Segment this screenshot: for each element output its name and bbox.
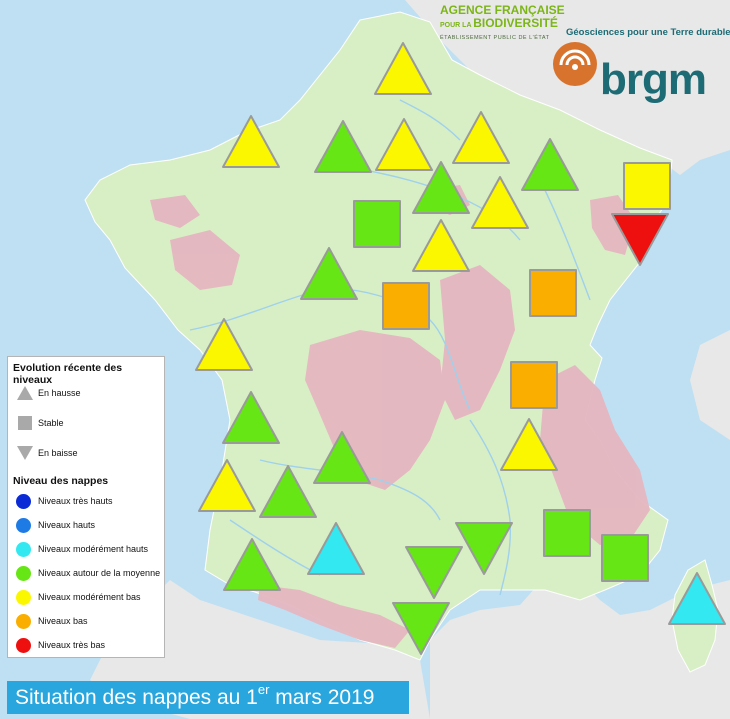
map-marker-up xyxy=(259,465,317,518)
map-marker-up xyxy=(452,111,510,164)
map-marker-down xyxy=(392,602,450,655)
legend: Evolution récente des niveaux En hausse … xyxy=(7,356,165,658)
afb-line1: AGENCE FRANÇAISE xyxy=(440,3,565,17)
legend-niveau-item: Niveaux très hauts xyxy=(16,493,113,509)
map-marker-up xyxy=(300,247,358,300)
map-marker-up xyxy=(668,572,726,625)
legend-niveau-label: Niveaux bas xyxy=(38,616,88,626)
map-marker-up xyxy=(313,431,371,484)
map-marker-up xyxy=(500,418,558,471)
map-marker-square xyxy=(529,269,577,317)
square-icon xyxy=(18,416,32,430)
triangle-up-icon xyxy=(17,386,33,400)
level-dot-icon xyxy=(16,493,31,509)
map-marker-square xyxy=(543,509,591,557)
map-marker-up xyxy=(412,161,470,214)
afb-line2-big: BIODIVERSITÉ xyxy=(473,16,558,30)
map-marker-square xyxy=(510,361,558,409)
map-marker-down xyxy=(405,546,463,599)
afb-line2: POUR LA BIODIVERSITÉ xyxy=(440,17,560,32)
legend-niveau-title: Niveau des nappes xyxy=(13,475,109,487)
page-title: Situation des nappes au 1er mars 2019 xyxy=(7,681,409,714)
afb-logo: AGENCE FRANÇAISE POUR LA BIODIVERSITÉ ÉT… xyxy=(440,3,565,42)
map-marker-up xyxy=(198,459,256,512)
map-marker-up xyxy=(471,176,529,229)
brgm-tagline: Géosciences pour une Terre durable xyxy=(566,27,730,38)
map-marker-up xyxy=(307,522,365,575)
legend-niveau-label: Niveaux modérément hauts xyxy=(38,544,149,554)
title-sup: er xyxy=(257,682,270,697)
map-marker-up xyxy=(375,118,433,171)
level-dot-icon xyxy=(16,517,31,533)
level-dot-icon xyxy=(16,565,31,581)
map-marker-square xyxy=(623,162,671,210)
legend-evolution-stable: Stable xyxy=(16,415,64,431)
legend-niveau-label: Niveaux modérément bas xyxy=(38,592,141,602)
legend-niveau-item: Niveaux bas xyxy=(16,613,88,629)
level-dot-icon xyxy=(16,589,31,605)
legend-niveau-label: Niveaux très hauts xyxy=(38,496,113,506)
legend-niveau-item: Niveaux modérément bas xyxy=(16,589,141,605)
brgm-name: brgm xyxy=(600,55,707,104)
map-marker-down xyxy=(455,522,513,575)
afb-line3: ÉTABLISSEMENT PUBLIC DE L'ÉTAT xyxy=(440,35,550,41)
legend-niveau-label: Niveaux très bas xyxy=(38,640,106,650)
map-marker-up xyxy=(412,219,470,272)
triangle-down-icon xyxy=(17,446,33,460)
legend-niveau-label: Niveaux autour de la moyenne xyxy=(38,568,161,578)
relief-areas xyxy=(150,185,650,648)
legend-niveau-item: Niveaux modérément hauts xyxy=(16,541,148,557)
map-marker-up xyxy=(223,538,281,591)
map-marker-up xyxy=(222,391,280,444)
legend-niveau-item: Niveaux autour de la moyenne xyxy=(16,565,160,581)
brgm-logo: Géosciences pour une Terre durable brgm xyxy=(552,22,730,112)
map-marker-up xyxy=(374,42,432,95)
legend-niveau-item: Niveaux très bas xyxy=(16,637,105,653)
title-suffix: mars 2019 xyxy=(269,686,375,709)
map-marker-square xyxy=(382,282,430,330)
level-dot-icon xyxy=(16,541,31,557)
map-marker-up xyxy=(222,115,280,168)
title-prefix: Situation des nappes au 1 xyxy=(15,686,258,709)
brgm-mark-icon xyxy=(553,42,597,86)
level-dot-icon xyxy=(16,613,31,629)
legend-evolution-hausse: En hausse xyxy=(16,385,81,401)
map-marker-down xyxy=(611,213,669,266)
legend-evolution-title: Evolution récente des niveaux xyxy=(13,362,123,386)
map-marker-up xyxy=(521,138,579,191)
map-marker-square xyxy=(601,534,649,582)
legend-evolution-baisse: En baisse xyxy=(16,445,78,461)
markers-layer xyxy=(195,42,726,655)
legend-niveau-item: Niveaux hauts xyxy=(16,517,95,533)
legend-niveau-label: Niveaux hauts xyxy=(38,520,96,530)
afb-line2-small: POUR LA xyxy=(440,22,474,29)
map-marker-up xyxy=(314,120,372,173)
map-marker-square xyxy=(353,200,401,248)
level-dot-icon xyxy=(16,637,31,653)
map-marker-up xyxy=(195,318,253,371)
